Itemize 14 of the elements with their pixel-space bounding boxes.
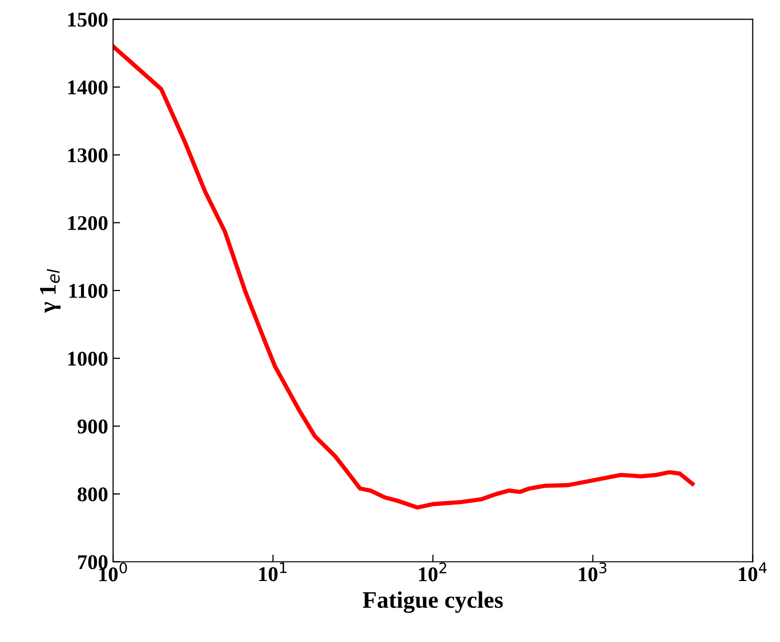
x-axis-title: Fatigue cycles xyxy=(362,591,503,613)
x-tick-label: 10$^{2}$ xyxy=(419,562,446,582)
y-tick-label: 800 xyxy=(78,487,108,502)
y-tick-label: 900 xyxy=(78,420,108,434)
x-tick-label: 10$^{4}$ xyxy=(738,562,767,582)
y-tick-label: 1200 xyxy=(68,216,108,230)
y-tick-label: 1500 xyxy=(68,12,108,27)
y-axis-title: γ 1$_{el}$ xyxy=(40,269,61,313)
y-tick-label: 1400 xyxy=(68,80,108,95)
y-tick-label: 1000 xyxy=(68,352,108,366)
x-tick-label: 10$^{1}$ xyxy=(259,562,286,582)
x-tick-label: 10$^{3}$ xyxy=(578,562,606,582)
y-tick-label: 1100 xyxy=(69,284,108,298)
y-tick-label: 1300 xyxy=(68,148,108,162)
